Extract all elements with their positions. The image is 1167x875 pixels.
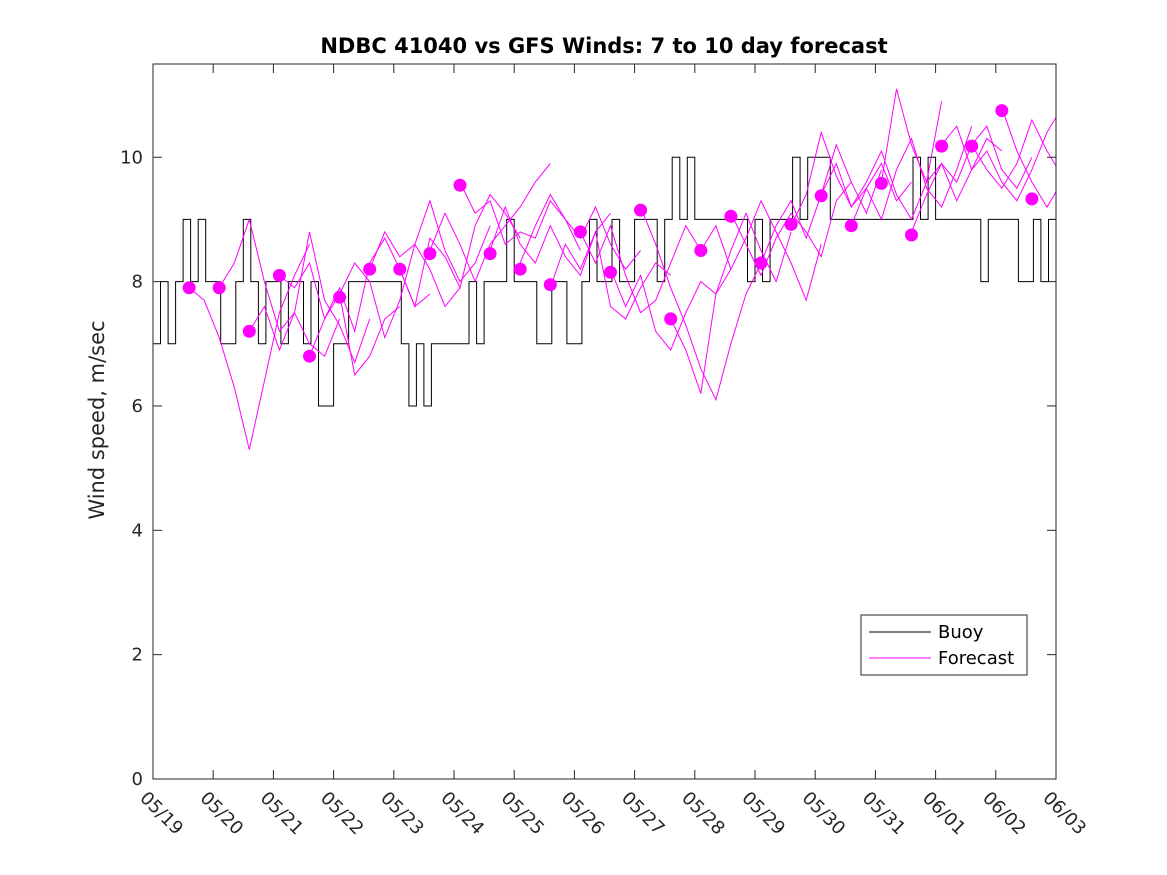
forecast-marker-0: [182, 281, 196, 295]
y-tick-label-5: 10: [120, 147, 143, 168]
forecast-run-line-21: [820, 101, 943, 221]
legend: Buoy Forecast: [860, 614, 1028, 676]
forecast-marker-24: [905, 228, 918, 242]
forecast-run-line-9: [459, 181, 581, 251]
forecast-marker-8: [423, 247, 437, 261]
plot-frame: [152, 63, 1057, 780]
buoy-series: [153, 156, 1056, 407]
forecast-marker-5: [333, 290, 347, 304]
forecast-marker-4: [303, 349, 316, 363]
forecast-run-line-17: [700, 199, 822, 302]
forecast-marker-18: [724, 209, 738, 223]
forecast-run-line-27: [1001, 107, 1056, 208]
y-axis-label: Wind speed, m/sec: [85, 320, 109, 519]
forecast-marker-25: [935, 139, 949, 153]
forecast-run-line-26: [971, 118, 1056, 190]
forecast-marker-10: [483, 247, 497, 261]
legend-buoy-label: Buoy: [938, 622, 984, 643]
forecast-marker-21: [814, 189, 828, 203]
forecast-run-line-1: [218, 217, 341, 358]
forecast-run-line-14: [610, 268, 732, 351]
forecast-run-line-25: [941, 116, 1056, 202]
forecast-marker-20: [784, 217, 798, 231]
forecast-marker-12: [543, 278, 557, 292]
forecast-run-line-13: [579, 224, 702, 314]
legend-forecast-label: Forecast: [938, 648, 1014, 669]
chart-title: NDBC 41040 vs GFS Winds: 7 to 10 day for…: [320, 34, 887, 58]
forecast-marker-13: [573, 225, 587, 239]
buoy-line: [153, 156, 1056, 407]
forecast-run-line-16: [670, 211, 792, 394]
forecast-marker-11: [513, 262, 527, 276]
forecast-marker-23: [874, 176, 888, 190]
forecast-run-line-0: [188, 244, 310, 450]
forecast-run-line-10: [489, 205, 611, 277]
forecast-marker-9: [453, 178, 467, 192]
y-tick-label-4: 8: [132, 272, 143, 293]
forecast-marker-7: [393, 262, 407, 276]
forecast-marker-27: [995, 104, 1009, 118]
forecast-run-line-18: [730, 181, 852, 277]
forecast-run-line-8: [429, 163, 551, 283]
forecast-marker-2: [242, 324, 256, 338]
forecast-markers: [182, 104, 1039, 363]
forecast-marker-19: [754, 256, 768, 270]
forecast-marker-16: [664, 312, 678, 326]
forecast-run-line-5: [339, 243, 461, 340]
forecast-marker-1: [212, 281, 226, 295]
forecast-marker-6: [363, 262, 377, 276]
forecast-marker-17: [694, 244, 708, 257]
forecast-run-line-22: [850, 126, 973, 226]
forecast-marker-28: [1025, 192, 1039, 206]
legend-box: [860, 614, 1028, 676]
forecast-marker-22: [844, 219, 858, 233]
forecast-run-line-12: [549, 230, 672, 320]
forecast-marker-15: [634, 203, 648, 217]
forecast-marker-26: [965, 139, 979, 153]
forecast-run-line-7: [399, 193, 521, 309]
y-tick-label-0: 0: [132, 769, 143, 790]
forecast-run-line-15: [640, 206, 762, 402]
forecast-marker-3: [272, 268, 286, 282]
y-tick-label-2: 4: [132, 520, 143, 541]
y-tick-label-1: 2: [132, 645, 143, 666]
y-axis-ticks: 0 2 4 6 8 10: [120, 147, 1056, 790]
y-tick-label-3: 6: [132, 396, 143, 417]
forecast-series: [188, 88, 1056, 450]
forecast-marker-14: [604, 265, 617, 279]
